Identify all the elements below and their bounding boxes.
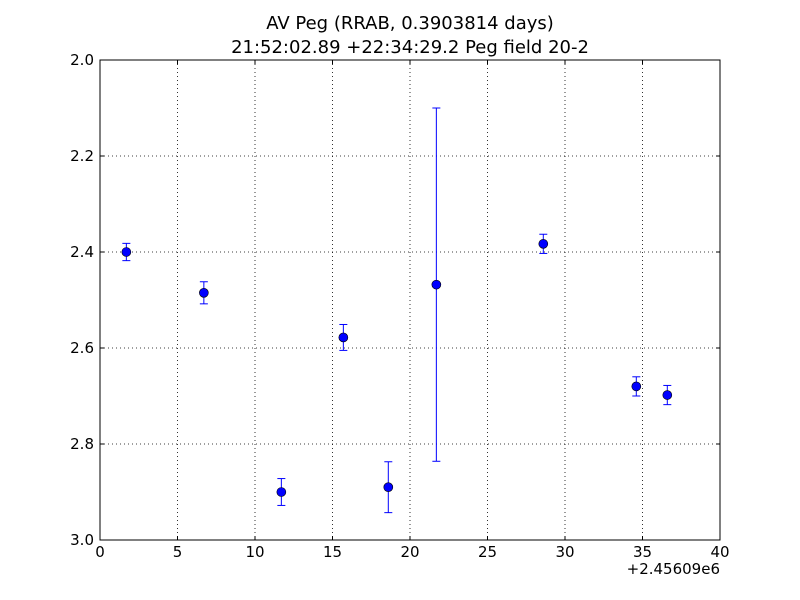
x-tick-label: 15 (323, 543, 342, 561)
data-point (121, 247, 132, 257)
data-point (431, 279, 442, 290)
x-tick-label: 30 (555, 543, 574, 561)
data-series (121, 107, 673, 514)
chart-title: AV Peg (RRAB, 0.3903814 days) (266, 13, 554, 34)
y-tick-label: 2.2 (70, 147, 94, 165)
y-tick-label: 3.0 (70, 531, 94, 549)
data-point (662, 390, 673, 400)
data-point (538, 239, 549, 249)
x-tick-label: 35 (633, 543, 652, 561)
x-tick-label: 5 (173, 543, 183, 561)
x-tick-label: 10 (245, 543, 264, 561)
data-point (383, 482, 394, 493)
x-tick-label: 25 (478, 543, 497, 561)
x-tick-label: 0 (95, 543, 105, 561)
y-tick-label: 2.8 (70, 435, 94, 453)
axis-ticks: 0 5 10 15 20 25 30 35 40 2.0 2.2 2.4 2.6 2.8 3.0 (70, 51, 729, 561)
x-axis-offset-label: +2.45609e6 (627, 560, 720, 578)
grid (100, 60, 720, 540)
chart-subtitle: 21:52:02.89 +22:34:29.2 Peg field 20-2 (231, 37, 589, 58)
x-tick-label: 40 (710, 543, 729, 561)
y-tick-label: 2.0 (70, 51, 94, 69)
y-tick-label: 2.4 (70, 243, 94, 261)
x-tick-label: 20 (400, 543, 419, 561)
data-point (199, 287, 209, 298)
y-tick-label: 2.6 (70, 339, 94, 357)
data-point (338, 332, 349, 343)
data-point (631, 381, 642, 392)
data-point (276, 487, 287, 497)
